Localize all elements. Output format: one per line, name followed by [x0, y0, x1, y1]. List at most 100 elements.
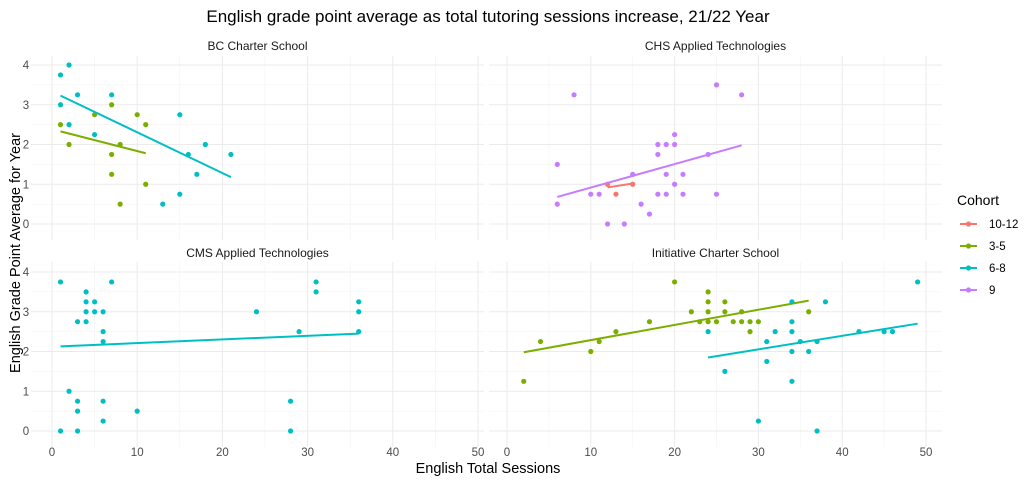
legend-label: 9 — [989, 285, 995, 297]
x-tick-label: 50 — [920, 447, 933, 459]
data-point — [630, 171, 636, 177]
data-point — [722, 299, 728, 305]
trend-line — [60, 332, 359, 348]
data-point — [646, 211, 653, 217]
data-point — [588, 348, 594, 355]
data-point — [672, 141, 678, 148]
x-tick-label: 20 — [216, 447, 229, 459]
data-point — [66, 141, 72, 148]
data-point — [655, 151, 661, 158]
data-point — [814, 428, 820, 434]
x-tick-label: 0 — [504, 447, 510, 459]
data-point — [57, 72, 64, 78]
data-point — [66, 122, 72, 128]
legend-item: 6-8 — [960, 263, 1006, 275]
data-point — [109, 151, 115, 158]
y-tick-label: 2 — [23, 140, 29, 152]
trend-line — [60, 130, 146, 155]
data-point — [313, 289, 319, 295]
data-point — [789, 319, 795, 325]
data-point — [100, 309, 106, 315]
legend-item: 3-5 — [960, 241, 1006, 253]
y-tick-label: 3 — [23, 307, 29, 319]
data-point — [117, 201, 123, 207]
data-point — [697, 319, 703, 325]
x-tick-label: 30 — [301, 447, 314, 459]
x-tick-label: 40 — [386, 447, 399, 459]
data-point — [663, 171, 669, 177]
data-point — [705, 299, 711, 305]
data-point — [688, 309, 694, 315]
data-point — [613, 329, 619, 335]
data-point — [663, 191, 669, 197]
data-point — [915, 279, 921, 285]
legend-title: Cohort — [957, 192, 999, 208]
y-axis-title: English Grade Point Average for Year — [8, 133, 24, 373]
data-point — [92, 299, 98, 305]
data-point — [109, 279, 115, 285]
legend-item: 10-12 — [960, 219, 1018, 231]
data-point — [74, 319, 81, 325]
data-point — [588, 191, 594, 197]
x-tick-label: 0 — [49, 447, 55, 459]
data-point — [194, 171, 200, 177]
data-point — [655, 191, 661, 197]
x-axis-title: English Total Sessions — [416, 461, 561, 477]
trend-line — [60, 94, 232, 178]
data-point — [571, 92, 577, 98]
data-point — [713, 319, 720, 325]
y-tick-label: 0 — [23, 219, 29, 231]
data-point — [287, 428, 294, 434]
y-tick-label: 2 — [23, 347, 29, 359]
legend-item: 9 — [960, 285, 995, 297]
panel-title: CMS Applied Technologies — [186, 246, 329, 260]
panel-title: Initiative Charter School — [652, 246, 779, 260]
data-point — [100, 329, 106, 335]
data-point — [57, 279, 64, 285]
data-point — [672, 131, 678, 138]
chart-title: English grade point average as total tut… — [206, 7, 770, 26]
trend-line — [707, 322, 918, 359]
x-tick-label: 10 — [131, 447, 144, 459]
data-point — [739, 319, 745, 325]
data-point — [554, 161, 560, 167]
y-tick-label: 3 — [23, 100, 29, 112]
data-point — [134, 112, 140, 118]
data-point — [621, 221, 627, 227]
data-point — [185, 151, 191, 158]
data-point — [822, 299, 829, 305]
legend-label: 6-8 — [989, 263, 1006, 275]
data-point — [143, 181, 149, 187]
data-point — [638, 201, 644, 207]
data-point — [521, 378, 527, 384]
data-point — [57, 428, 64, 434]
data-point — [889, 329, 896, 335]
data-point — [117, 141, 123, 148]
data-point — [705, 329, 711, 335]
data-point — [604, 221, 611, 227]
data-point — [630, 181, 636, 187]
panel-0: BC Charter School 0 1 2 3 4 — [23, 39, 484, 240]
data-point — [74, 92, 81, 98]
y-tick-label: 1 — [23, 179, 29, 191]
data-point — [109, 92, 115, 98]
data-point — [57, 102, 64, 108]
data-point — [83, 319, 89, 325]
data-point — [109, 171, 115, 177]
data-point — [74, 398, 81, 404]
trend-line — [523, 299, 809, 354]
data-point — [356, 329, 362, 335]
data-point — [881, 329, 887, 335]
data-point — [177, 191, 183, 197]
data-point — [755, 418, 762, 424]
legend-label: 3-5 — [989, 241, 1006, 253]
trend-line — [557, 144, 742, 198]
chart-panels: BC Charter School 0 1 2 3 4 CHS Applied Techno… — [23, 39, 942, 459]
legend-key-point — [965, 243, 972, 249]
panel-title: CHS Applied Technologies — [645, 39, 786, 53]
data-point — [228, 151, 234, 158]
data-point — [772, 329, 778, 335]
data-point — [764, 358, 770, 365]
data-point — [202, 141, 208, 148]
data-point — [755, 319, 762, 325]
